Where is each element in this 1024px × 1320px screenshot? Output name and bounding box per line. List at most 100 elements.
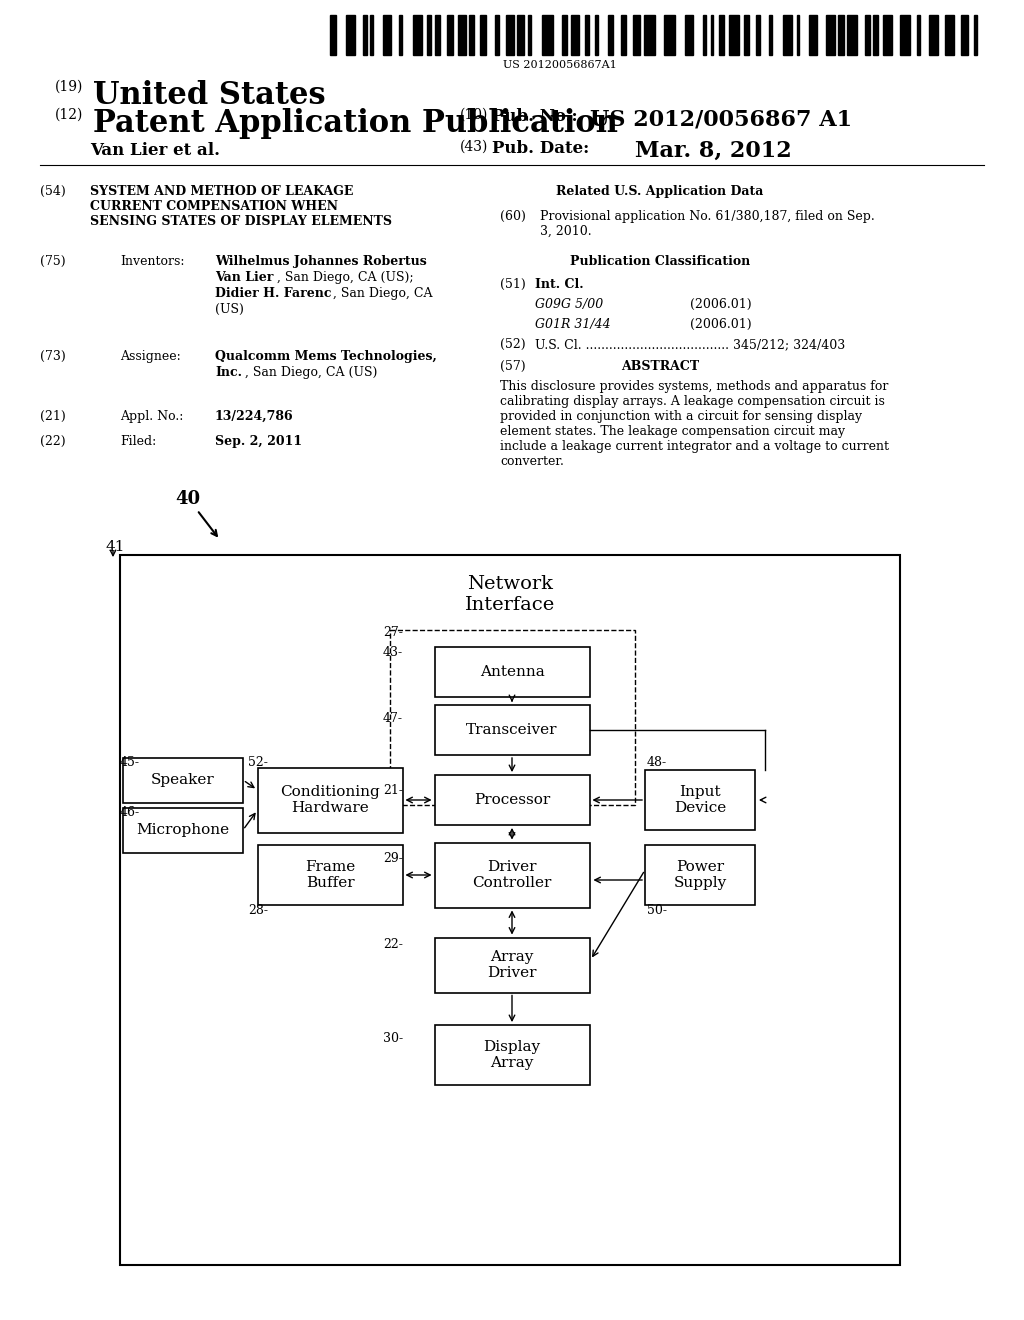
- Bar: [644, 15, 655, 55]
- Text: Assignee:: Assignee:: [120, 350, 181, 363]
- Bar: [595, 15, 598, 55]
- Bar: [120, 554, 900, 1265]
- Bar: [757, 15, 760, 55]
- Text: 47-: 47-: [383, 711, 403, 725]
- Text: Power
Supply: Power Supply: [674, 859, 727, 890]
- Bar: [123, 758, 243, 803]
- Bar: [645, 770, 755, 830]
- Text: Patent Application Publication: Patent Application Publication: [93, 108, 618, 139]
- Text: Conditioning
Hardware: Conditioning Hardware: [281, 785, 380, 814]
- Bar: [542, 15, 553, 55]
- Bar: [506, 15, 514, 55]
- Bar: [434, 1026, 590, 1085]
- Text: (43): (43): [460, 140, 488, 154]
- Text: Pub. Date:: Pub. Date:: [492, 140, 589, 157]
- Bar: [608, 15, 613, 55]
- Text: 40: 40: [175, 490, 200, 508]
- Bar: [783, 15, 793, 55]
- Text: Inventors:: Inventors:: [120, 255, 184, 268]
- Text: Wilhelmus Johannes Robertus: Wilhelmus Johannes Robertus: [215, 255, 427, 268]
- Text: United States: United States: [93, 81, 326, 111]
- Text: Microphone: Microphone: [136, 822, 229, 837]
- Text: Sep. 2, 2011: Sep. 2, 2011: [215, 436, 302, 447]
- Bar: [434, 775, 590, 825]
- Text: 30-: 30-: [383, 1031, 403, 1044]
- Text: 52-: 52-: [248, 755, 268, 768]
- Bar: [769, 15, 772, 55]
- Text: 50-: 50-: [647, 903, 667, 916]
- Text: 41: 41: [105, 540, 125, 554]
- Bar: [562, 15, 567, 55]
- Bar: [434, 647, 590, 697]
- Bar: [371, 15, 373, 55]
- Text: Van Lier et al.: Van Lier et al.: [90, 143, 220, 158]
- Text: 48-: 48-: [647, 755, 667, 768]
- Text: 22-: 22-: [383, 939, 402, 952]
- Bar: [645, 845, 755, 906]
- Text: Inc.: Inc.: [215, 366, 242, 379]
- Text: 28-: 28-: [248, 903, 268, 916]
- Bar: [434, 842, 590, 908]
- Bar: [496, 15, 500, 55]
- Bar: [346, 15, 355, 55]
- Bar: [434, 937, 590, 993]
- Text: Provisional application No. 61/380,187, filed on Sep.
3, 2010.: Provisional application No. 61/380,187, …: [540, 210, 874, 238]
- Bar: [434, 705, 590, 755]
- Text: 13/224,786: 13/224,786: [215, 411, 294, 422]
- Text: (60): (60): [500, 210, 526, 223]
- Bar: [257, 845, 402, 906]
- Text: (22): (22): [40, 436, 66, 447]
- Bar: [257, 767, 402, 833]
- Bar: [719, 15, 724, 55]
- Bar: [711, 15, 714, 55]
- Text: (US): (US): [215, 304, 244, 315]
- Bar: [383, 15, 391, 55]
- Bar: [703, 15, 707, 55]
- Bar: [399, 15, 402, 55]
- Text: 43-: 43-: [383, 647, 403, 660]
- Text: Van Lier: Van Lier: [215, 271, 273, 284]
- Text: U.S. Cl. ..................................... 345/212; 324/403: U.S. Cl. ...............................…: [535, 338, 845, 351]
- Bar: [528, 15, 531, 55]
- Text: Qualcomm Mems Technologies,: Qualcomm Mems Technologies,: [215, 350, 437, 363]
- Text: Driver
Controller: Driver Controller: [472, 859, 552, 890]
- Bar: [945, 15, 954, 55]
- Text: Appl. No.:: Appl. No.:: [120, 411, 183, 422]
- Bar: [865, 15, 870, 55]
- Bar: [517, 15, 524, 55]
- Text: Frame
Buffer: Frame Buffer: [305, 859, 355, 890]
- Text: Related U.S. Application Data: Related U.S. Application Data: [556, 185, 764, 198]
- Bar: [916, 15, 921, 55]
- Bar: [427, 15, 431, 55]
- Text: G09G 5/00: G09G 5/00: [535, 298, 603, 312]
- Text: G01R 31/44: G01R 31/44: [535, 318, 610, 331]
- Text: 45-: 45-: [120, 755, 140, 768]
- Bar: [961, 15, 968, 55]
- Text: (52): (52): [500, 338, 525, 351]
- Text: (51): (51): [500, 279, 525, 290]
- Text: 29-: 29-: [383, 851, 402, 865]
- Bar: [570, 15, 579, 55]
- Bar: [929, 15, 938, 55]
- Bar: [469, 15, 474, 55]
- Text: (19): (19): [55, 81, 83, 94]
- Text: , San Diego, CA: , San Diego, CA: [333, 286, 432, 300]
- Bar: [838, 15, 844, 55]
- Bar: [826, 15, 835, 55]
- Text: Pub. No.:: Pub. No.:: [492, 108, 578, 125]
- Bar: [330, 15, 336, 55]
- Text: (73): (73): [40, 350, 66, 363]
- Text: Publication Classification: Publication Classification: [570, 255, 751, 268]
- Text: , San Diego, CA (US);: , San Diego, CA (US);: [278, 271, 414, 284]
- Text: Int. Cl.: Int. Cl.: [535, 279, 584, 290]
- Text: (10): (10): [460, 108, 488, 121]
- Text: Filed:: Filed:: [120, 436, 157, 447]
- Bar: [744, 15, 750, 55]
- Text: 27-: 27-: [383, 627, 402, 639]
- Bar: [884, 15, 892, 55]
- Text: Array
Driver: Array Driver: [487, 950, 537, 979]
- Text: (21): (21): [40, 411, 66, 422]
- Bar: [622, 15, 627, 55]
- Text: Processor: Processor: [474, 793, 550, 807]
- Text: Didier H. Farenc: Didier H. Farenc: [215, 286, 332, 300]
